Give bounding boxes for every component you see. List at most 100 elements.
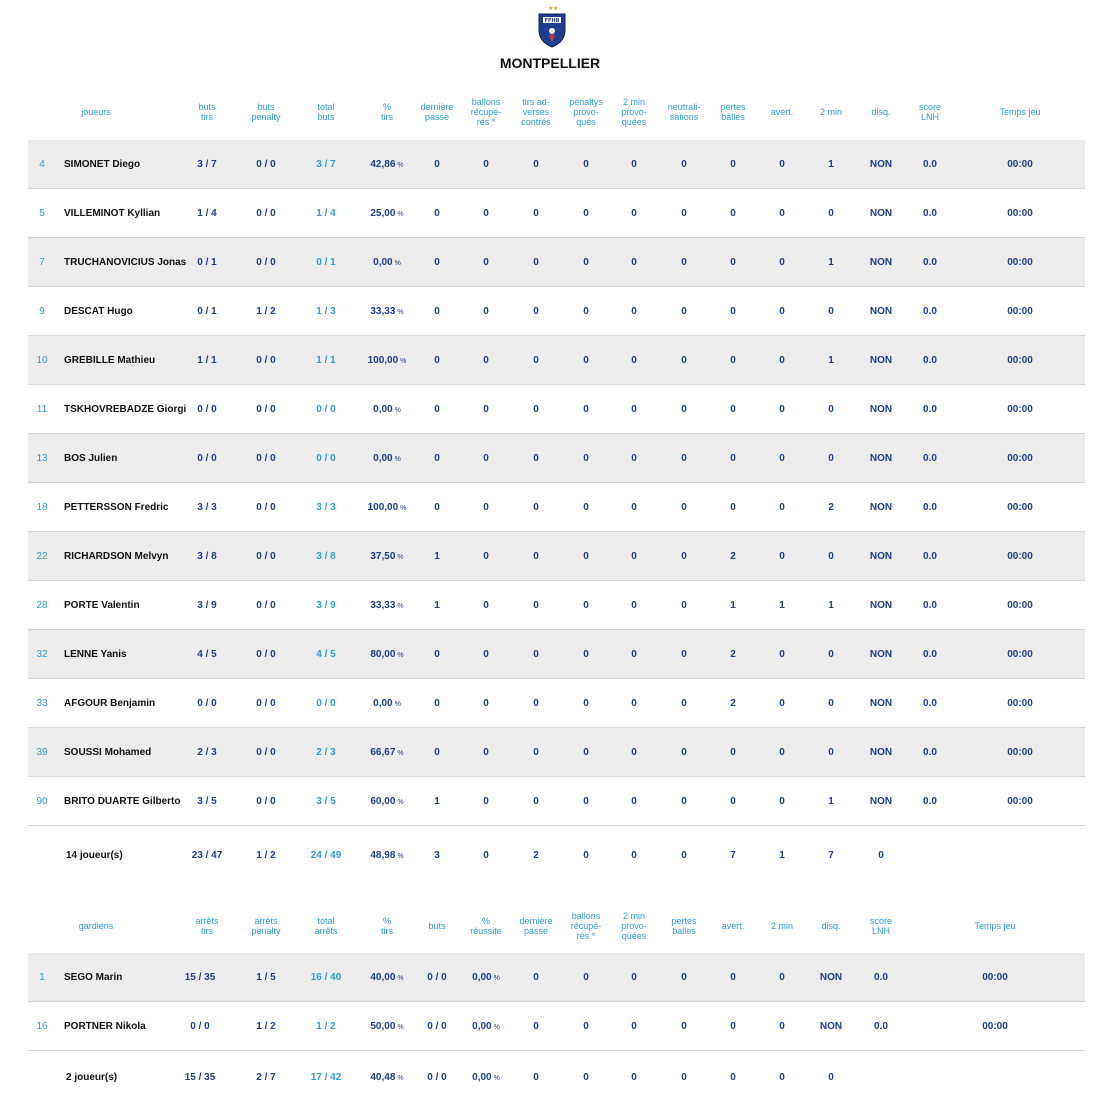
cell-value: 0 (779, 404, 785, 415)
column-header-gardiens[interactable]: gardiens (78, 921, 114, 931)
cell-value: 0 (631, 306, 637, 317)
cell-value: 15 / 35 (184, 1072, 216, 1083)
column-header-buts[interactable]: buts (428, 921, 446, 931)
column-header-neutralisations[interactable]: neutrali- sations (667, 102, 701, 122)
stat-cell: 3 / 8 (316, 532, 335, 581)
player-name[interactable]: PETTERSSON Fredric (64, 483, 168, 532)
cell-value: 0 (681, 600, 687, 611)
cell-value: 0 (631, 649, 637, 660)
column-header-score-lnh[interactable]: score LNH (869, 916, 893, 936)
column-header-pertes-balles[interactable]: pertes balles (671, 916, 697, 936)
stat-cell: 66,67% (370, 728, 403, 777)
column-header-deux-min[interactable]: 2 min (770, 921, 794, 931)
cell-value: 0 (730, 502, 736, 513)
cell-value: 0.0 (923, 404, 937, 415)
player-name[interactable]: TRUCHANOVICIUS Jonas (64, 238, 186, 287)
column-header-deux-min[interactable]: 2 min (819, 107, 843, 117)
column-header-arrets-penalty[interactable]: arrêts penalty (251, 916, 281, 936)
column-header-disq[interactable]: disq. (821, 921, 841, 931)
stat-cell: 3 / 5 (197, 777, 216, 826)
column-header-derniere-passe[interactable]: dernière passe (519, 916, 553, 936)
cell-value: 4 (39, 159, 45, 170)
stat-cell: 0 (583, 777, 589, 826)
stat-cell: NON (870, 532, 892, 581)
svg-text:FFHB: FFHB (545, 18, 560, 24)
cell-value: 0 (483, 159, 489, 170)
stat-cell: 0 (434, 483, 440, 532)
cell-value: 0 (483, 796, 489, 807)
player-name[interactable]: BOS Julien (64, 434, 117, 483)
stat-cell: 0 (828, 434, 834, 483)
cell-value: 2 joueur(s) (66, 1072, 118, 1083)
cell-value: 0 (631, 1072, 637, 1083)
stat-cell: 2 (730, 532, 736, 581)
column-header-avert[interactable]: avert. (770, 107, 794, 117)
stat-cell: 0 (583, 1002, 589, 1051)
cell-value: 0 (681, 796, 687, 807)
total-cell: 0 / 0 (427, 1053, 446, 1100)
cell-value: 1 / 4 (197, 208, 217, 219)
column-header-ballons-recuperes[interactable]: ballons récupé- rés * (570, 911, 602, 941)
player-name[interactable]: RICHARDSON Melvyn (64, 532, 168, 581)
player-name[interactable]: PORTNER Nikola (64, 1002, 146, 1051)
cell-value: 0 (533, 698, 539, 709)
player-name[interactable]: BRITO DUARTE Gilberto (64, 777, 180, 826)
player-name[interactable]: SIMONET Diego (64, 140, 140, 189)
cell-value: 1 / 5 (256, 972, 276, 983)
cell-value: 0 (828, 698, 834, 709)
column-header-avert[interactable]: avert. (721, 921, 745, 931)
player-name[interactable]: TSKHOVREBADZE Giorgi (64, 385, 186, 434)
player-name[interactable]: PORTE Valentin (64, 581, 140, 630)
stat-cell: 1 / 4 (197, 189, 216, 238)
stat-cell: 0 (681, 483, 687, 532)
cell-value: 0.0 (923, 159, 937, 170)
column-header-pct-reussite[interactable]: % réussite (470, 916, 502, 936)
player-name[interactable]: LENNE Yanis (64, 630, 127, 679)
player-name[interactable]: GREBILLE Mathieu (64, 336, 155, 385)
stat-cell: 0 / 0 (427, 953, 446, 1002)
percent-unit: % (493, 975, 500, 982)
stat-cell: 1 (828, 581, 834, 630)
column-header-ballons-recuperes[interactable]: ballons récupé- rés * (470, 97, 502, 127)
column-header-buts-tirs[interactable]: buts tirs (198, 102, 216, 122)
stat-cell: 0 / 0 (256, 532, 275, 581)
stat-cell: 0 / 0 (316, 385, 335, 434)
column-header-derniere-passe[interactable]: dernière passe (420, 102, 454, 122)
column-header-temps-jeu[interactable]: Temps jeu (974, 921, 1016, 931)
column-header-pct-tirs[interactable]: % tirs (381, 102, 393, 122)
column-header-penaltys-provoques[interactable]: penaltys provo- qués (569, 97, 603, 127)
stat-cell: 1 / 2 (256, 287, 275, 336)
cell-value: 0 (483, 257, 489, 268)
column-header-tirs-adverses-contres[interactable]: tirs ad- verses contrés (521, 97, 551, 127)
player-name[interactable]: SOUSSI Mohamed (64, 728, 151, 777)
stat-cell: 0 (681, 189, 687, 238)
stat-cell: 0 (583, 630, 589, 679)
cell-value: 0 (828, 747, 834, 758)
column-header-buts-penalty[interactable]: buts penalty (251, 102, 281, 122)
column-header-deux-min-provoquees[interactable]: 2 min provo- quées (621, 97, 647, 127)
column-header-total-arrets[interactable]: total arrêts (314, 916, 338, 936)
column-header-disq[interactable]: disq. (871, 107, 891, 117)
column-header-score-lnh[interactable]: score LNH (918, 102, 942, 122)
cell-value: 0 / 0 (197, 453, 217, 464)
column-header-total-buts[interactable]: total buts (317, 102, 335, 122)
player-name[interactable]: DESCAT Hugo (64, 287, 133, 336)
player-name[interactable]: VILLEMINOT Kyllian (64, 189, 160, 238)
column-header-temps-jeu[interactable]: Temps jeu (999, 107, 1041, 117)
stat-cell: 0 (434, 679, 440, 728)
column-header-joueurs[interactable]: joueurs (81, 107, 111, 117)
player-name[interactable]: AFGOUR Benjamin (64, 679, 155, 728)
column-header-pertes-balles[interactable]: pertes balles (720, 102, 746, 122)
cell-value: 0 (681, 502, 687, 513)
stat-cell: 1 / 1 (316, 336, 335, 385)
cell-value: 1 (828, 600, 834, 611)
column-header-pct-tirs[interactable]: % tirs (381, 916, 393, 936)
cell-value: 00:00 (1007, 257, 1033, 268)
player-name[interactable]: SEGO Marin (64, 953, 122, 1002)
cell-value: SEGO Marin (64, 972, 123, 983)
column-header-deux-min-provoquees[interactable]: 2 min provo- quées (621, 911, 647, 941)
cell-value: 00:00 (1007, 453, 1033, 464)
cell-value: SOUSSI Mohamed (64, 747, 152, 758)
column-header-arrets-tirs[interactable]: arrêts tirs (195, 916, 219, 936)
stat-cell: 2 / 3 (316, 728, 335, 777)
